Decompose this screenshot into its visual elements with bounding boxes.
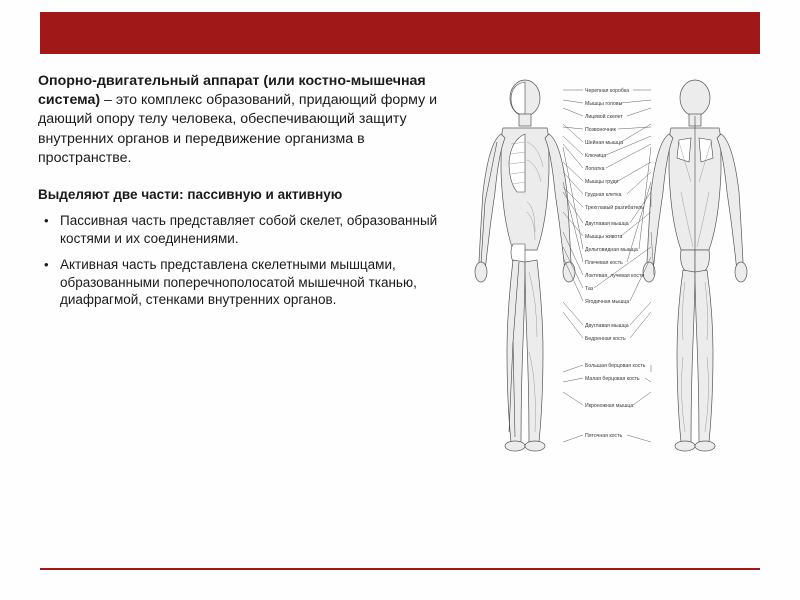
anatomy-label: Позвоночник <box>585 127 617 133</box>
list-item: Пассивная часть представляет собой скеле… <box>38 212 445 248</box>
header-accent-bar <box>40 12 760 54</box>
front-body-figure <box>475 80 575 451</box>
anatomy-label: Грудная клетка <box>585 192 622 198</box>
anatomy-labels: Черепная коробка Мышцы головы Лицевой скел… <box>563 88 654 442</box>
footer-accent-line <box>40 568 760 571</box>
anatomy-label: Черепная коробка <box>585 88 629 94</box>
anatomy-label: Двуглавая мышца <box>585 221 629 227</box>
anatomy-label: Ключица <box>585 153 606 159</box>
anatomy-diagram: Черепная коробка Мышцы головы Лицевой скел… <box>455 72 780 472</box>
anatomy-label: Таз <box>585 286 594 292</box>
figure-column: Черепная коробка Мышцы головы Лицевой скел… <box>455 72 780 540</box>
anatomy-label: Шейная мышца <box>585 139 623 146</box>
parts-heading: Выделяют две части: пассивную и активную <box>38 186 445 204</box>
text-column: Опорно-двигательный аппарат (или костно-… <box>38 72 445 540</box>
anatomy-label: Локтевая, лучевая кости <box>585 273 644 279</box>
list-item: Активная часть представлена скелетными м… <box>38 256 445 309</box>
anatomy-label: Двуглавая мышца <box>585 323 629 329</box>
anatomy-label: Лицевой скелет <box>585 113 623 120</box>
bullet-list: Пассивная часть представляет собой скеле… <box>38 212 445 309</box>
anatomy-label: Бедренная кость <box>585 336 626 342</box>
anatomy-label: Плечевая кость <box>585 260 623 266</box>
anatomy-label: Мышцы головы <box>585 101 623 107</box>
anatomy-label: Трехглавый разгибатель <box>585 204 644 211</box>
anatomy-label: Икроножная мышца <box>585 403 633 409</box>
anatomy-label: Пяточная кость <box>585 433 623 439</box>
content-area: Опорно-двигательный аппарат (или костно-… <box>38 72 780 540</box>
anatomy-label: Малая берцовая кость <box>585 376 640 382</box>
anatomy-label: Большая берцовая кость <box>585 363 646 369</box>
anatomy-label: Ягодичная мышца <box>585 299 629 305</box>
back-body-figure <box>643 80 747 451</box>
anatomy-label: Мышцы груди <box>585 179 619 185</box>
anatomy-label: Лопатка <box>585 166 605 172</box>
anatomy-label: Мышцы живота <box>585 234 623 240</box>
definition-paragraph: Опорно-двигательный аппарат (или костно-… <box>38 72 445 168</box>
